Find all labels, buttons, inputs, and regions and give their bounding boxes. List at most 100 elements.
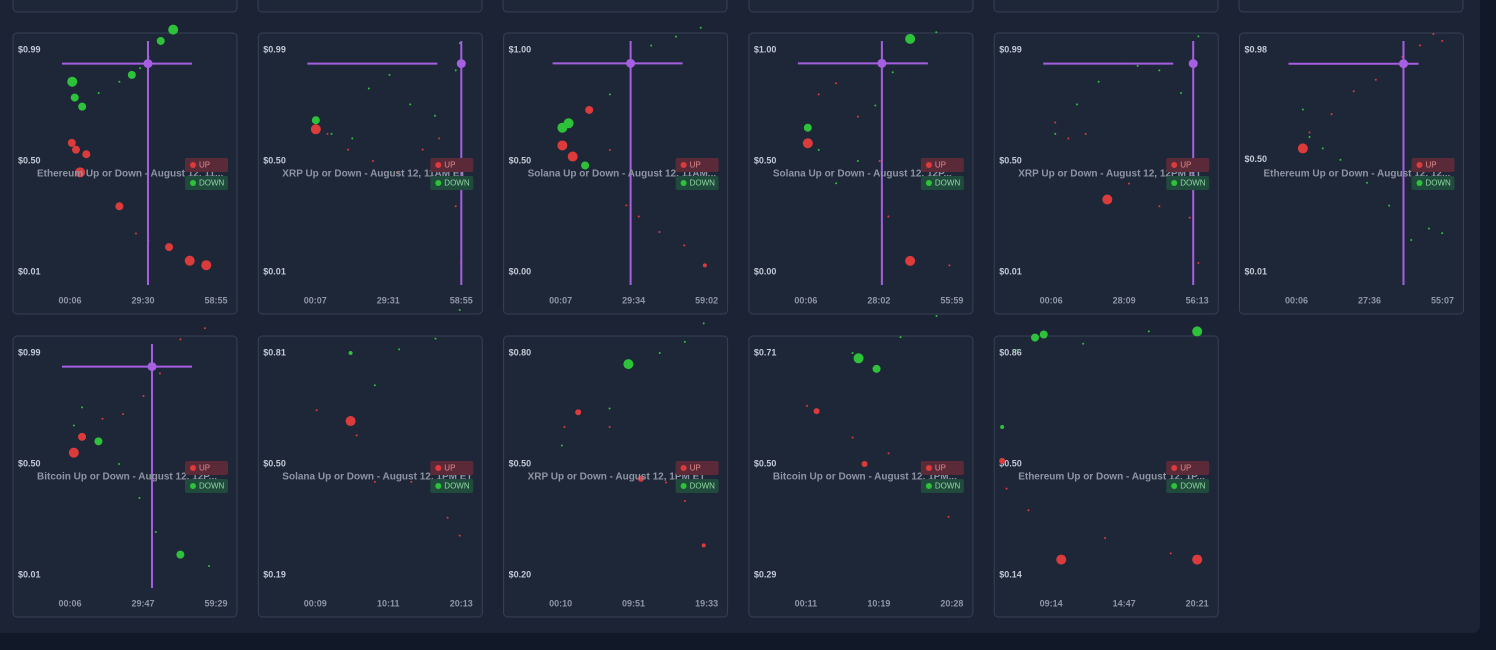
trade-point	[118, 80, 121, 83]
chart: Solana Up or Down - August 12, 11AM...UP…	[528, 26, 719, 285]
card	[12, 32, 238, 315]
legend-label: DOWN	[690, 179, 716, 188]
trade-point	[701, 543, 706, 548]
trade-point	[179, 338, 182, 341]
trade-point	[683, 500, 686, 502]
trade-point	[891, 71, 894, 74]
trade-point	[78, 102, 87, 111]
trade-point	[948, 264, 951, 267]
legend-badge	[430, 461, 474, 475]
trade-point	[1427, 227, 1430, 230]
legend-dot	[680, 180, 687, 186]
x-tick-label: 58:55	[450, 295, 473, 305]
legend-dot	[1171, 465, 1178, 471]
x-tick-label: 09:14	[1040, 598, 1063, 608]
trade-point	[388, 73, 391, 76]
legend-label: UP	[444, 464, 455, 473]
trade-point	[184, 255, 195, 266]
legend-badge	[185, 461, 228, 475]
legend-badge	[430, 158, 474, 172]
x-tick-label: 28:09	[1113, 295, 1136, 305]
trade-point	[567, 151, 578, 162]
trade-point	[373, 384, 376, 387]
y-tick-label: $0.50	[509, 458, 532, 468]
trade-point	[575, 409, 582, 416]
chart-title: Ethereum Up or Down - August 12, 12...	[1264, 169, 1451, 180]
trade-point	[138, 496, 141, 499]
trade-point	[1000, 425, 1005, 429]
legend-badge	[1411, 176, 1455, 190]
trade-point	[683, 340, 686, 343]
trade-point	[1297, 143, 1308, 154]
y-tick-label: $0.01	[18, 569, 41, 579]
x-tick-label: 14:47	[1113, 598, 1136, 608]
trade-point	[1197, 261, 1200, 264]
trade-point	[70, 93, 79, 102]
x-tick-label: 29:47	[131, 598, 154, 608]
trade-point	[674, 35, 677, 38]
chart-title: XRP Up or Down - August 12, 12PM ET	[1018, 169, 1201, 180]
trade-point	[72, 424, 75, 427]
trade-point	[1180, 92, 1183, 95]
trade-point	[856, 160, 859, 162]
y-tick-label: $0.50	[754, 458, 777, 468]
card	[257, 32, 483, 315]
x-tick-label: 09:51	[622, 598, 645, 608]
trade-point	[315, 409, 318, 412]
legend-badge	[1166, 158, 1210, 172]
trade-point	[1054, 121, 1057, 124]
trade-point	[1158, 205, 1161, 208]
legend-badge	[185, 158, 228, 172]
legend-badge	[430, 479, 474, 493]
x-tick-label: 00:07	[549, 295, 572, 305]
legend-label: UP	[1426, 161, 1437, 170]
trade-point	[650, 44, 653, 47]
y-tick-label: $0.01	[18, 266, 41, 276]
trade-point	[158, 372, 161, 375]
trade-point	[67, 76, 78, 87]
trade-point	[1308, 135, 1311, 138]
trade-point	[637, 215, 640, 218]
card	[748, 32, 974, 315]
trade-point	[1039, 330, 1048, 339]
trade-point	[94, 437, 103, 446]
trade-point	[1102, 194, 1113, 205]
legend-badge	[920, 176, 964, 190]
trade-point	[454, 69, 457, 72]
trade-point	[874, 104, 877, 107]
legend-badge	[1166, 176, 1210, 190]
trade-point	[203, 327, 206, 330]
chart-title: Solana Up or Down - August 12, 12P...	[773, 169, 952, 180]
legend-dot	[680, 162, 687, 168]
card	[1238, 0, 1464, 13]
y-tick-label: $0.80	[509, 347, 532, 357]
legend-dot	[1171, 162, 1178, 168]
trade-point	[1158, 69, 1161, 72]
trade-point	[905, 33, 916, 44]
trade-point	[853, 353, 864, 364]
trade-point	[1127, 182, 1130, 185]
legend-badge	[1166, 461, 1210, 475]
legend-dot	[435, 180, 442, 186]
legend-dot	[435, 465, 442, 471]
legend-label: DOWN	[935, 179, 961, 188]
legend-badge	[675, 158, 719, 172]
y-tick-label: $0.01	[999, 266, 1022, 276]
trade-point	[330, 132, 333, 135]
trade-point	[702, 263, 707, 268]
trade-point	[1410, 238, 1413, 241]
trade-point	[1054, 132, 1057, 135]
x-tick-label: 00:06	[58, 295, 81, 305]
card	[748, 0, 974, 13]
trade-point	[805, 404, 808, 407]
trade-point	[608, 426, 611, 428]
trade-point	[851, 352, 854, 354]
x-tick-label: 20:13	[450, 598, 473, 608]
trade-point	[1056, 554, 1067, 565]
trade-point	[905, 255, 916, 266]
legend-dot	[190, 483, 196, 489]
trade-point	[176, 550, 185, 559]
legend-badge	[430, 176, 474, 190]
